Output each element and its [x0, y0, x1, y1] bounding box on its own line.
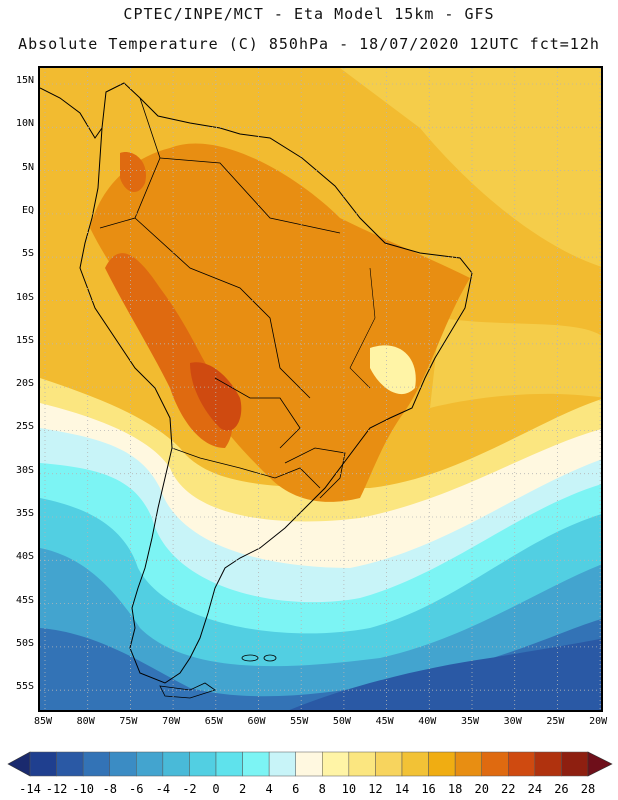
colorbar-tick-label: 2: [238, 782, 247, 796]
colorbar-swatch: [189, 751, 217, 777]
south-america-coastline: [79, 82, 473, 684]
lat-label: 5S: [21, 248, 34, 260]
lon-label: 20W: [589, 716, 608, 727]
border-argentina: [171, 447, 321, 489]
colorbar-tick-label: -10: [72, 782, 94, 796]
border-paraguay: [214, 377, 301, 449]
colorbar-tick-label: 12: [368, 782, 383, 796]
field-blue3: [289, 638, 601, 710]
colorbar-tick-label: 0: [212, 782, 220, 796]
colorbar-tick-label: 18: [447, 782, 463, 796]
lon-label: 40W: [418, 716, 437, 727]
colorbar-tick-label: -4: [155, 782, 171, 796]
colorbar-tick-label: 28: [580, 782, 596, 796]
lat-label: EQ: [21, 204, 34, 216]
border-venezuela-brazil: [159, 157, 341, 234]
colorbar-swatch: [375, 751, 403, 777]
colorbar-swatch: [215, 751, 243, 777]
border-uruguay: [284, 447, 346, 499]
colorbar-swatch: [401, 751, 429, 777]
colorbar-tick-label: 20: [474, 782, 489, 796]
colorbar-tick-label: -8: [102, 782, 117, 796]
colorbar-swatch: [534, 751, 562, 777]
colorbar-swatch: [268, 751, 296, 777]
colorbar-tick-label: -12: [45, 782, 68, 796]
lon-label: 65W: [204, 716, 223, 727]
colorbar-swatch: [109, 751, 137, 777]
lat-label: 10N: [15, 118, 34, 130]
colorbar-tick-label: 4: [265, 782, 273, 796]
colorbar-swatch: [162, 751, 190, 777]
colorbar-swatch: [242, 751, 270, 777]
field-brazil-coast-mild: [370, 345, 416, 395]
colorbar-tick-label: 26: [554, 782, 569, 796]
lat-label: 20S: [15, 378, 34, 390]
colorbar-underflow-triangle: [7, 751, 31, 777]
colorbar: [7, 751, 613, 777]
central-america-coastline: [40, 87, 103, 139]
temperature-map: [40, 68, 601, 710]
lat-label: 45S: [15, 594, 34, 606]
lon-label: 85W: [33, 716, 53, 727]
colorbar-swatch: [56, 751, 84, 777]
border-brazil-states: [349, 267, 376, 389]
colorbar-tick-label: 22: [501, 782, 516, 796]
lat-label: 50S: [15, 637, 34, 649]
title-line-2: Absolute Temperature (C) 850hPa - 18/07/…: [18, 35, 600, 53]
colorbar-swatch: [136, 751, 164, 777]
colorbar-tick-label: 16: [421, 782, 436, 796]
lon-label: 55W: [290, 716, 309, 727]
colorbar-swatch: [322, 751, 350, 777]
falkland-islands-east: [263, 654, 277, 662]
field-land-hot: [90, 143, 470, 502]
falkland-islands: [241, 654, 259, 662]
lon-label: 30W: [503, 716, 522, 727]
field-atlantic-mid: [430, 318, 601, 408]
border-colombia: [99, 97, 161, 229]
colorbar-tick-label: 6: [292, 782, 300, 796]
colorbar-tick-label: 8: [318, 782, 326, 796]
colorbar-tick-label: -2: [182, 782, 197, 796]
field-north-atlantic: [340, 68, 601, 267]
map-frame: [38, 66, 603, 712]
colorbar-swatch: [295, 751, 323, 777]
colorbar-tick-label: 24: [527, 782, 543, 796]
colorbar-tick-label: 10: [341, 782, 357, 796]
colorbar-swatch: [481, 751, 509, 777]
colorbar-swatch: [428, 751, 456, 777]
colorbar-tick-label: 14: [394, 782, 410, 796]
lat-label: 25S: [15, 421, 34, 433]
title-line-1: CPTEC/INPE/MCT - Eta Model 15km - GFS: [123, 5, 495, 23]
colorbar-swatch: [348, 751, 376, 777]
colorbar-swatch: [561, 751, 589, 777]
lon-label: 75W: [119, 716, 138, 727]
lat-label: 40S: [15, 551, 34, 563]
lon-label: 70W: [162, 716, 181, 727]
lat-label: 35S: [15, 508, 34, 519]
border-peru-bolivia: [134, 217, 311, 399]
lat-label: 15S: [15, 334, 34, 346]
lat-label: 5N: [21, 161, 34, 173]
lon-label: 25W: [546, 716, 565, 727]
temperature-field: [40, 68, 601, 710]
field-colombia-hot: [120, 152, 146, 193]
lon-label: 60W: [247, 716, 266, 727]
colorbar-overflow-triangle: [587, 751, 613, 777]
lon-label: 80W: [76, 716, 95, 727]
colorbar-swatch: [82, 751, 110, 777]
lon-label: 35W: [460, 716, 480, 727]
lat-label: 10S: [15, 291, 34, 303]
lat-label: 55S: [15, 681, 34, 693]
lat-label: 15N: [15, 75, 34, 86]
lon-label: 45W: [375, 716, 394, 727]
colorbar-swatch: [29, 751, 57, 777]
colorbar-swatch: [508, 751, 536, 777]
lon-label: 50W: [332, 716, 351, 727]
lat-label: 30S: [15, 464, 34, 476]
colorbar-swatch: [454, 751, 482, 777]
colorbar-tick-label: -14: [19, 782, 41, 796]
tierra-del-fuego: [159, 682, 216, 699]
colorbar-tick-label: -6: [129, 782, 144, 796]
land-outlines: [40, 82, 473, 699]
